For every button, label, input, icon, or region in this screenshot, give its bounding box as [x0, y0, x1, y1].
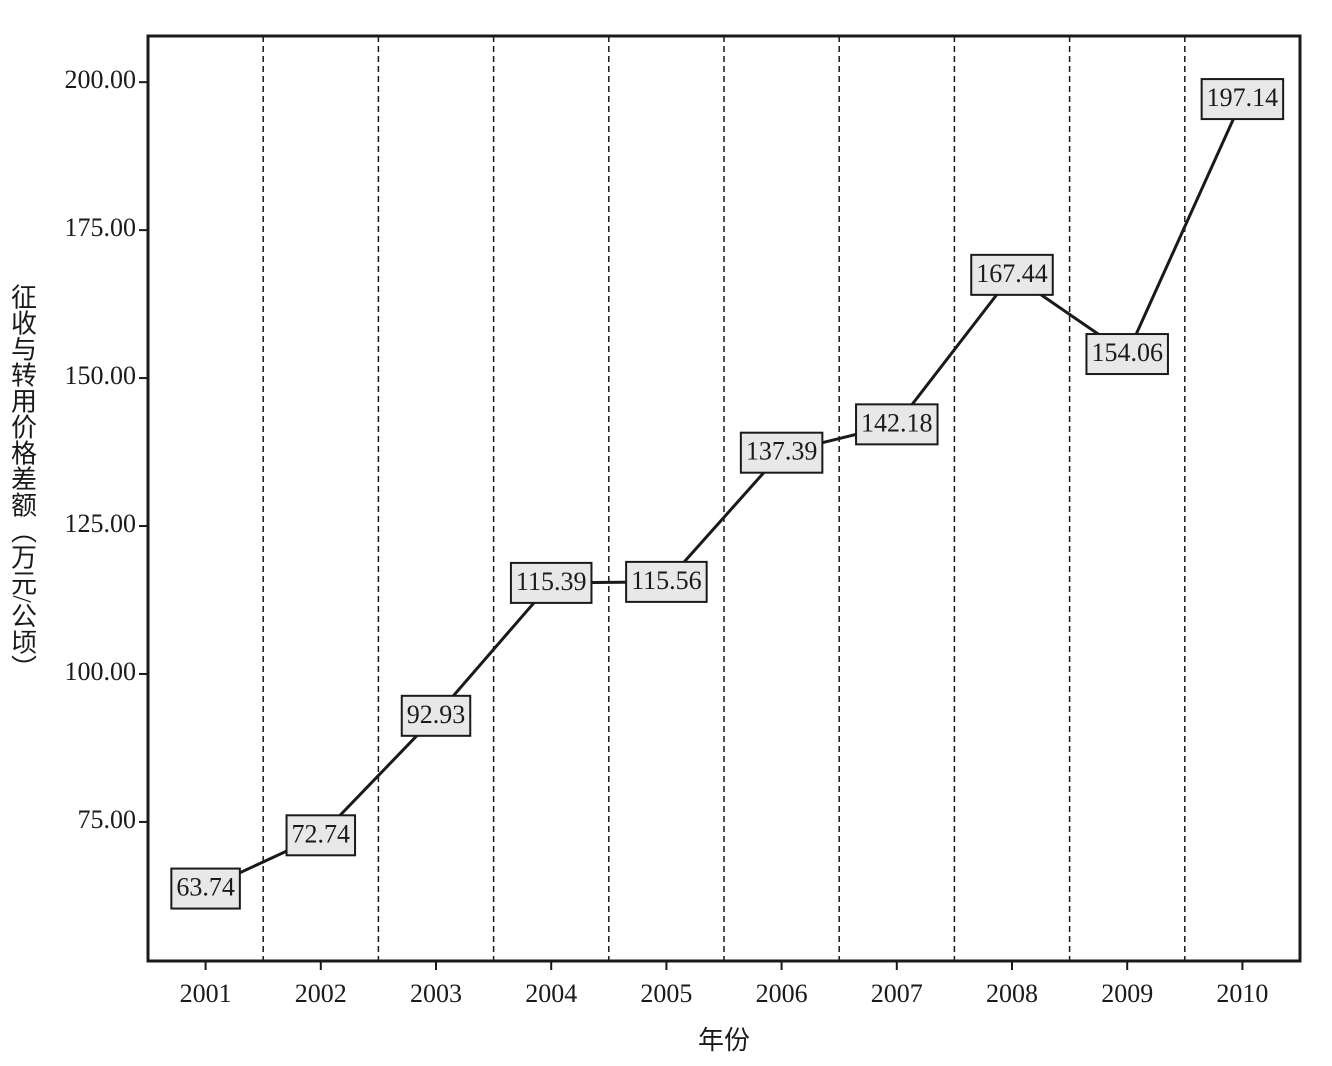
data-label: 137.39	[746, 437, 818, 466]
x-tick-label: 2008	[986, 979, 1038, 1008]
data-label-box	[1200, 78, 1285, 121]
data-label: 167.44	[976, 259, 1048, 288]
data-label: 92.93	[407, 700, 466, 729]
x-tick-label: 2009	[1101, 979, 1153, 1008]
x-tick-label: 2001	[180, 979, 232, 1008]
y-tick-label: 125.00	[65, 509, 137, 538]
data-label: 72.74	[292, 819, 351, 848]
data-label-box	[400, 694, 472, 737]
x-tick-label: 2006	[756, 979, 808, 1008]
data-label-box	[170, 867, 241, 910]
data-label: 63.74	[176, 873, 235, 902]
x-tick-label: 2003	[410, 979, 462, 1008]
y-tick-label: 175.00	[65, 213, 137, 242]
x-tick-label: 2010	[1216, 979, 1268, 1008]
data-line	[204, 98, 1244, 890]
y-tick-label: 75.00	[78, 805, 137, 834]
data-label: 115.56	[631, 566, 702, 595]
x-tick-label: 2007	[871, 979, 923, 1008]
data-label-box	[855, 403, 939, 446]
y-tick-label: 150.00	[65, 361, 137, 390]
data-label-box	[739, 431, 824, 474]
data-label-box	[1085, 333, 1169, 376]
data-label-box	[970, 253, 1054, 296]
data-label: 197.14	[1207, 83, 1279, 112]
x-tick-label: 2002	[295, 979, 347, 1008]
data-label-box	[509, 561, 593, 604]
y-tick-label: 100.00	[65, 657, 137, 686]
data-label: 115.39	[516, 567, 587, 596]
x-tick-label: 2004	[525, 979, 577, 1008]
x-tick-label: 2005	[640, 979, 692, 1008]
x-axis-label: 年份	[698, 1026, 750, 1055]
data-label-box	[625, 560, 708, 603]
y-tick-label: 200.00	[65, 65, 137, 94]
y-axis-label: 征收与转用价格差额（万元/公顷）	[8, 283, 37, 680]
data-label: 142.18	[861, 408, 933, 437]
data-label: 154.06	[1091, 338, 1163, 367]
data-label-box	[285, 814, 357, 857]
